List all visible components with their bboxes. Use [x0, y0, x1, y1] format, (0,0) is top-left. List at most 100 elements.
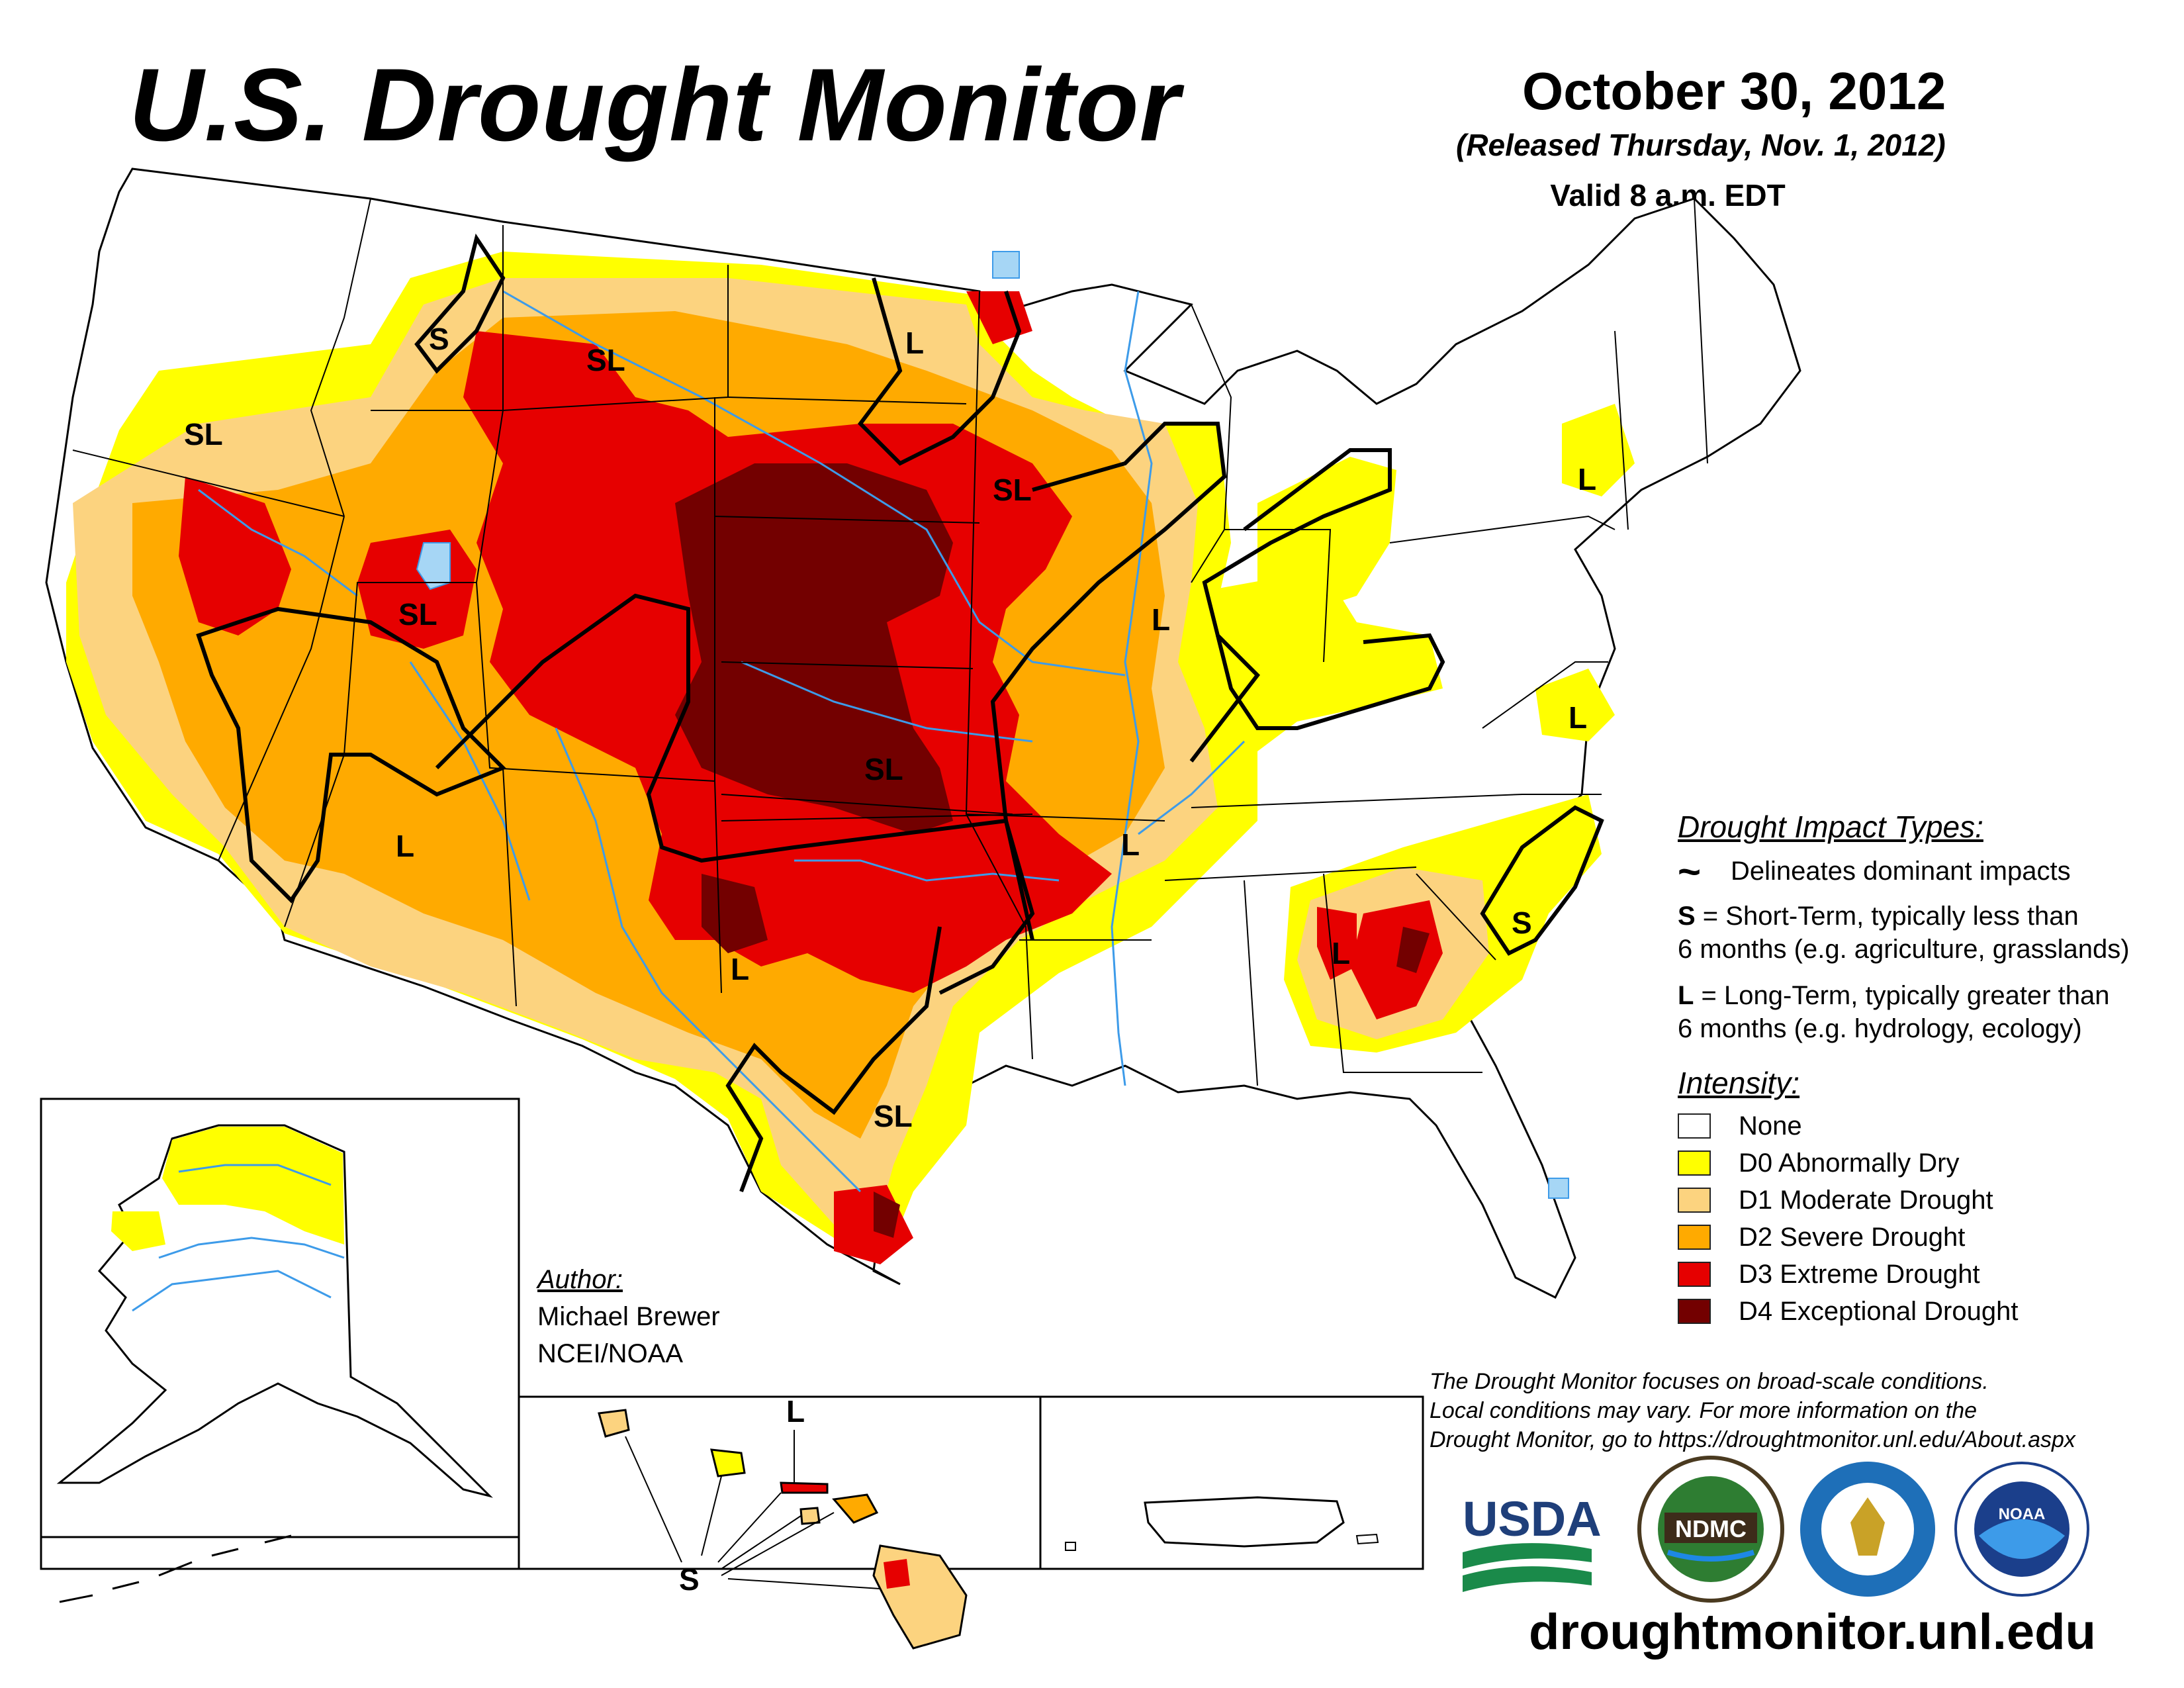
- legend-label: D0 Abnormally Dry: [1739, 1148, 1960, 1178]
- long-term-text-2: 6 months (e.g. hydrology, ecology): [1678, 1014, 2082, 1043]
- label-l: L: [1152, 602, 1170, 637]
- hawaii-label-s: S: [679, 1562, 700, 1597]
- oahu-island: [710, 1448, 746, 1477]
- usda-logo-text: USDA: [1463, 1491, 1602, 1546]
- legend-label: D1 Moderate Drought: [1739, 1185, 1993, 1215]
- label-sl: SL: [184, 417, 223, 451]
- great-salt-lake: [416, 542, 451, 590]
- kauai-island: [598, 1409, 630, 1438]
- intensity-legend: None D0 Abnormally Dry D1 Moderate Droug…: [1678, 1107, 2167, 1330]
- label-sl: SL: [874, 1099, 913, 1133]
- inset-frames: [40, 1098, 1424, 1570]
- usda-logo: USDA: [1463, 1491, 1602, 1592]
- legend-label: D2 Severe Drought: [1739, 1222, 1966, 1252]
- label-sl: SL: [993, 473, 1032, 507]
- d0-area-ny: [1562, 404, 1635, 496]
- intensity-heading: Intensity:: [1678, 1066, 1800, 1100]
- delineation-line-icon: ~: [1678, 849, 1702, 894]
- ndmc-logo: NDMC: [1637, 1456, 1784, 1603]
- conus-labels: SL S SL L SL SL L L L SL L L S L L SL: [184, 322, 1596, 1133]
- impact-types-heading: Drought Impact Types:: [1678, 810, 1983, 844]
- label-sl: SL: [586, 343, 625, 377]
- molokai-island: [780, 1481, 829, 1494]
- label-l: L: [1332, 936, 1350, 970]
- swatch-d1: [1678, 1188, 1711, 1213]
- mona-island: [1065, 1542, 1076, 1551]
- label-l: L: [731, 952, 749, 986]
- lanai-island: [799, 1507, 821, 1525]
- legend-row-none: None: [1678, 1107, 2167, 1145]
- legend-panel: Drought Impact Types: ~ Delineates domin…: [1678, 809, 2167, 1330]
- legend-row-d3: D3 Extreme Drought: [1678, 1256, 2167, 1293]
- label-l: L: [1121, 827, 1140, 862]
- swatch-d3: [1678, 1262, 1711, 1287]
- delineation-label: Delineates dominant impacts: [1731, 857, 2071, 886]
- hawaii-label-l: L: [786, 1394, 805, 1429]
- noaa-logo: NOAA: [1954, 1462, 2089, 1597]
- alaska-d0-area: [162, 1127, 344, 1244]
- swatch-d0: [1678, 1150, 1711, 1176]
- delineation-legend-row: ~ Delineates dominant impacts: [1678, 849, 2167, 894]
- map-title: U.S. Drought Monitor: [129, 48, 1181, 163]
- short-term-legend: S = Short-Term, typically less than 6 mo…: [1678, 900, 2167, 966]
- legend-row-d0: D0 Abnormally Dry: [1678, 1145, 2167, 1182]
- legend-label: D3 Extreme Drought: [1739, 1259, 1980, 1289]
- label-l: L: [1569, 700, 1587, 735]
- alaska-d0-area: [111, 1211, 165, 1251]
- aleutian-islands: [59, 1534, 292, 1603]
- swatch-none: [1678, 1113, 1711, 1139]
- long-term-legend: L = Long-Term, typically greater than 6 …: [1678, 979, 2167, 1045]
- label-l: L: [905, 326, 924, 360]
- short-term-key: S: [1678, 902, 1696, 931]
- disclaimer-line: The Drought Monitor focuses on broad-sca…: [1430, 1369, 1989, 1394]
- impact-lines: [196, 233, 1604, 1193]
- website-url: droughtmonitor.unl.edu: [1529, 1604, 2096, 1660]
- puerto-rico-map: [1065, 1496, 1379, 1551]
- puerto-rico-outline: [1144, 1496, 1345, 1548]
- author-name: Michael Brewer: [537, 1302, 720, 1331]
- doc-seal-logo: [1800, 1462, 1935, 1597]
- label-l: L: [1578, 462, 1596, 496]
- hawaii-pointers: [625, 1430, 881, 1589]
- author-org: NCEI/NOAA: [537, 1339, 684, 1368]
- noaa-logo-text: NOAA: [1999, 1505, 2046, 1523]
- hawaii-map: S L: [598, 1394, 968, 1650]
- legend-row-d1: D1 Moderate Drought: [1678, 1182, 2167, 1219]
- label-l: L: [396, 829, 414, 863]
- vieques-island: [1355, 1533, 1379, 1545]
- maui-island: [832, 1493, 879, 1524]
- d0-area-virginia: [1535, 669, 1615, 741]
- disclaimer-line: Drought Monitor, go to https://droughtmo…: [1430, 1427, 2075, 1452]
- big-island: [872, 1544, 968, 1650]
- label-sl: SL: [398, 597, 437, 632]
- author-block: Author: Michael Brewer NCEI/NOAA: [537, 1261, 720, 1372]
- swatch-d2: [1678, 1225, 1711, 1250]
- short-term-text-2: 6 months (e.g. agriculture, grasslands): [1678, 935, 2130, 964]
- legend-label: None: [1739, 1111, 1802, 1141]
- d4-area: [675, 463, 1430, 1238]
- d0-area-ohio-valley: [1178, 569, 1443, 794]
- release-date: (Released Thursday, Nov. 1, 2012): [1456, 128, 1946, 162]
- lake-of-the-woods: [992, 251, 1020, 279]
- label-s: S: [429, 322, 449, 356]
- long-term-key: L: [1678, 981, 1694, 1010]
- conus-map: SL S SL L SL SL L L L SL L L S L L SL: [45, 167, 1801, 1299]
- alaska-map: [56, 1124, 493, 1603]
- swatch-d4: [1678, 1299, 1711, 1324]
- alaska-rivers: [132, 1164, 345, 1312]
- disclaimer: The Drought Monitor focuses on broad-sca…: [1430, 1367, 2171, 1454]
- state-boundaries: [72, 198, 1708, 1086]
- author-heading: Author:: [537, 1265, 623, 1294]
- lake-okeechobee: [1548, 1178, 1569, 1199]
- label-s: S: [1512, 906, 1532, 940]
- disclaimer-line: Local conditions may vary. For more info…: [1430, 1398, 1978, 1423]
- ndmc-logo-text: NDMC: [1675, 1515, 1747, 1542]
- legend-label: D4 Exceptional Drought: [1739, 1296, 2019, 1326]
- alaska-outline: [56, 1124, 493, 1498]
- short-term-text: = Short-Term, typically less than: [1695, 902, 2079, 931]
- legend-row-d2: D2 Severe Drought: [1678, 1219, 2167, 1256]
- long-term-text: = Long-Term, typically greater than: [1694, 981, 2110, 1010]
- legend-row-d4: D4 Exceptional Drought: [1678, 1293, 2167, 1330]
- big-island-d3: [884, 1559, 910, 1589]
